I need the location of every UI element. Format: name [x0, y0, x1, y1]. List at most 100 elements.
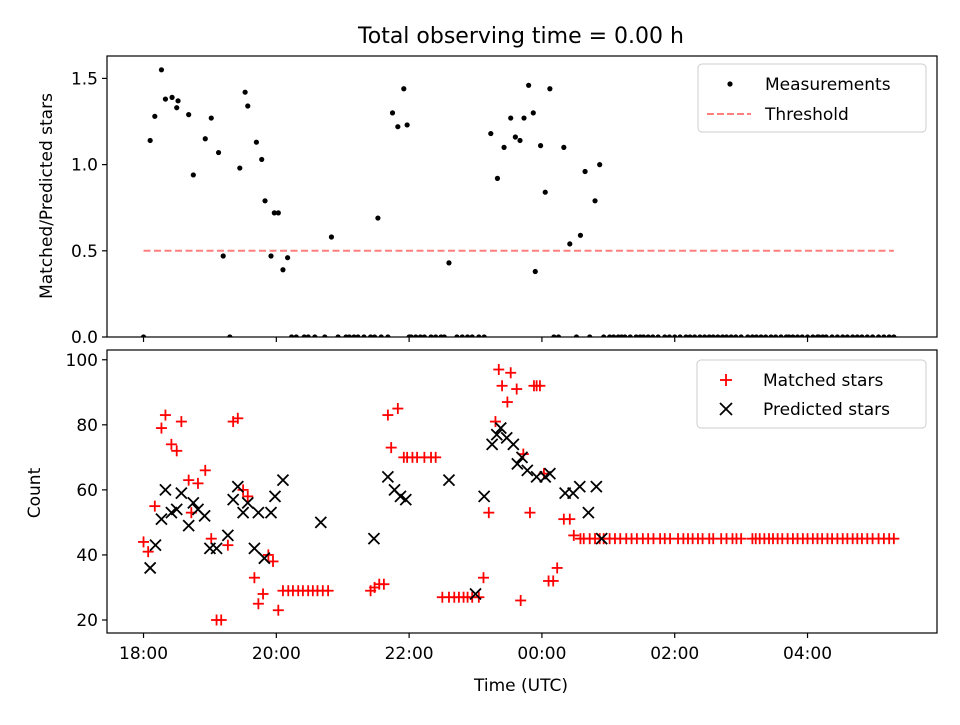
measurements-point [305, 334, 311, 337]
measurements-point [799, 334, 805, 337]
measurements-point [677, 334, 683, 337]
predicted-stars-point [248, 542, 261, 555]
measurements-point [753, 334, 759, 337]
measurements-point [375, 215, 381, 221]
measurements-point [733, 334, 739, 337]
measurements-point [293, 334, 299, 337]
predicted-stars-point [159, 483, 172, 497]
measurements-point [537, 143, 544, 149]
measurements-point [488, 130, 494, 137]
measurements-point [697, 334, 703, 337]
predicted-stars-point [530, 470, 543, 483]
predicted-stars-point [515, 451, 529, 464]
matched-stars-point [477, 572, 489, 584]
x-tick-label: 22:00 [385, 644, 434, 664]
predicted-stars-point [521, 464, 534, 477]
measurements-point [710, 334, 716, 337]
bottom-chart-ylabel: Count [25, 467, 45, 518]
measurements-point [786, 334, 792, 337]
measurements-point [408, 334, 414, 337]
predicted-stars-point [170, 503, 183, 516]
measurements-point [368, 334, 374, 337]
measurements-point [186, 112, 192, 118]
top-chart-ylabel: Matched/Predicted stars [37, 93, 57, 299]
y-tick-label: 20 [76, 611, 98, 631]
measurements-point [259, 156, 265, 163]
measurements-point [385, 334, 391, 337]
predicted-stars-point [367, 532, 381, 545]
predicted-stars-point [144, 561, 157, 575]
matched-stars-point [547, 575, 559, 587]
bottom-axes: 20 40 60 80 100 18:00 20:00 22:00 00:00 02:00 04:0… [66, 349, 938, 664]
measurements-point [335, 334, 341, 337]
measurements-point [242, 89, 248, 95]
matched-stars-point [511, 383, 523, 395]
predicted-stars-point [268, 490, 282, 503]
measurements-point [395, 124, 401, 130]
measurements-point [687, 334, 693, 337]
measurements-point [271, 210, 277, 216]
measurements-point [804, 334, 811, 337]
matched-stars-point [232, 412, 244, 424]
measurements-point [728, 334, 734, 337]
matched-stars-point [496, 380, 508, 392]
measurements-point [476, 334, 482, 337]
predicted-stars-point [236, 506, 250, 519]
predicted-stars-point [187, 496, 200, 510]
matched-stars-point [222, 539, 234, 551]
measurements-point [607, 334, 613, 337]
measurements-point [169, 94, 175, 100]
matched-stars-point [524, 507, 536, 519]
measurements-point [567, 241, 573, 247]
x-tick-label: 04:00 [783, 644, 832, 664]
top-legend: Measurements Threshold [697, 63, 927, 133]
measurements-point [517, 137, 523, 144]
measurements-point [592, 198, 598, 204]
matched-stars-point [505, 367, 517, 379]
predicted-stars-point [258, 552, 271, 565]
matched-stars-point [237, 484, 249, 496]
x-tick-label: 20:00 [252, 644, 301, 664]
plot-area-0 [140, 67, 897, 337]
predicted-stars-point [573, 480, 586, 493]
measurements-point [417, 334, 424, 337]
matched-stars-point [493, 364, 505, 376]
matched-stars-point [501, 396, 513, 408]
measurements-point [454, 334, 460, 337]
y-tick-label: 80 [76, 416, 98, 436]
predicted-stars-point [399, 493, 412, 506]
measurements-point [532, 268, 538, 275]
measurements-point [768, 334, 774, 337]
measurements-point [227, 334, 233, 337]
measurements-point [840, 334, 846, 337]
matched-stars-point [257, 588, 269, 600]
measurements-point [551, 334, 557, 337]
measurements-point [378, 334, 384, 337]
matched-stars-point [183, 474, 195, 486]
matched-stars-point [149, 500, 161, 512]
y-tick-label: 1.5 [71, 69, 98, 89]
predicted-stars-point [227, 493, 240, 506]
matched-stars-point [515, 594, 527, 606]
measurements-point [869, 334, 876, 337]
measurements-point [421, 334, 427, 337]
measurements-point [190, 172, 196, 178]
measurements-point [371, 334, 378, 337]
measurements-point [464, 334, 471, 337]
measurements-point [859, 334, 865, 337]
measurements-point [745, 334, 751, 337]
matched-stars-point [735, 533, 747, 545]
predicted-stars-point [494, 421, 507, 435]
measurements-point [481, 334, 487, 337]
predicted-stars-point [469, 587, 482, 601]
measurements-point [215, 149, 222, 156]
top-chart-title: Total observing time = 0.00 h [357, 24, 684, 49]
measurements-point [389, 110, 396, 116]
matched-stars-point [272, 604, 284, 616]
measurements-point [672, 334, 678, 337]
matched-stars-point [392, 403, 404, 415]
measurements-point [823, 334, 829, 337]
measurements-point [512, 134, 518, 140]
predicted-stars-point [155, 513, 168, 526]
predicted-legend-label: Predicted stars [763, 400, 890, 420]
